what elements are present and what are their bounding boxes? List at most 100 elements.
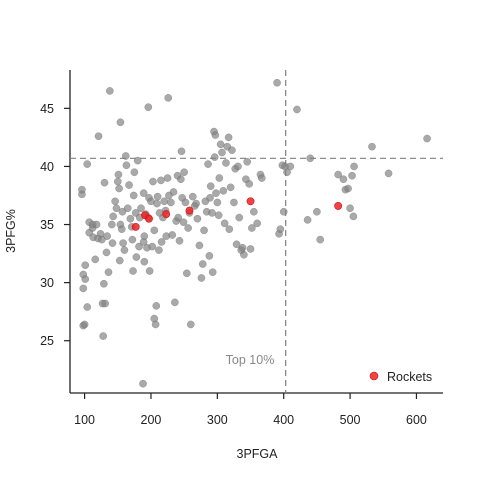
data-point — [243, 157, 252, 166]
data-point — [344, 184, 352, 193]
data-point — [208, 268, 217, 277]
data-point — [92, 220, 101, 229]
data-point — [273, 78, 281, 87]
x-tick-label: 500 — [340, 413, 361, 427]
data-point — [174, 213, 183, 222]
x-tick-label: 200 — [141, 413, 162, 427]
data-point — [211, 131, 220, 139]
data-point — [153, 192, 162, 201]
data-point — [116, 118, 125, 127]
data-point — [123, 204, 132, 213]
y-tick-label: 35 — [40, 218, 54, 232]
data-point — [148, 242, 157, 251]
data-point — [193, 214, 202, 223]
data-point — [213, 198, 222, 207]
data-point — [246, 245, 255, 253]
data-point — [126, 214, 135, 223]
data-point — [248, 224, 256, 232]
data-point — [210, 153, 219, 161]
data-point — [102, 248, 111, 257]
data-point — [107, 220, 116, 229]
data-point — [180, 168, 189, 177]
data-point — [257, 174, 266, 182]
data-point — [152, 302, 161, 310]
data-point — [348, 171, 356, 180]
data-point — [140, 232, 149, 240]
data-point — [80, 320, 89, 329]
data-point — [228, 146, 236, 155]
data-point — [164, 94, 173, 102]
data-point — [179, 218, 188, 227]
data-point — [171, 298, 179, 307]
legend-marker-rockets — [369, 371, 379, 381]
data-point — [225, 225, 234, 234]
data-point — [232, 240, 241, 249]
data-point — [198, 260, 207, 268]
axes — [69, 70, 443, 394]
data-point — [115, 184, 123, 193]
data-point — [91, 255, 100, 264]
data-point — [100, 178, 109, 187]
data-point — [349, 212, 358, 221]
data-point-rockets — [162, 210, 171, 218]
data-point — [94, 132, 103, 141]
data-point — [78, 185, 86, 194]
data-point — [133, 156, 142, 165]
data-point — [155, 246, 163, 254]
data-point — [121, 152, 130, 160]
data-point — [99, 332, 108, 340]
data-point — [125, 181, 133, 189]
data-point — [163, 174, 172, 182]
data-point — [238, 243, 247, 252]
data-point — [306, 154, 315, 163]
data-point — [240, 250, 248, 259]
data-point — [212, 189, 220, 198]
data-point — [313, 207, 321, 216]
data-point — [135, 242, 143, 251]
data-point — [101, 299, 110, 308]
data-point — [197, 274, 206, 282]
data-point — [226, 183, 235, 192]
data-point — [222, 159, 230, 167]
y-tick-label: 40 — [40, 160, 54, 174]
data-point — [129, 267, 137, 275]
data-point — [104, 268, 113, 277]
data-point — [139, 189, 148, 198]
data-point — [168, 231, 177, 239]
data-point — [293, 105, 301, 114]
data-point — [346, 204, 354, 213]
data-point — [219, 186, 228, 195]
data-point — [249, 207, 258, 216]
data-point — [81, 275, 90, 283]
data-point — [115, 256, 124, 265]
data-point — [206, 182, 215, 191]
y-axis-label: 3PFG% — [4, 209, 18, 253]
data-point — [215, 174, 224, 182]
data-point — [139, 379, 147, 388]
data-point — [113, 177, 122, 186]
data-point — [144, 103, 153, 112]
data-point — [151, 320, 160, 329]
data-point — [181, 198, 190, 207]
data-point — [245, 180, 254, 188]
data-point — [111, 197, 119, 206]
y-tick-label: 25 — [40, 334, 54, 348]
data-point — [118, 207, 127, 216]
data-point — [303, 216, 312, 224]
data-point — [83, 303, 92, 311]
data-point — [157, 176, 165, 185]
data-point — [204, 160, 212, 168]
data-point — [350, 162, 358, 171]
y-ticks: 25 30 35 40 45 — [40, 102, 70, 348]
x-tick-label: 100 — [74, 413, 95, 427]
data-point — [184, 224, 192, 232]
series-others — [78, 78, 431, 388]
data-point — [253, 219, 262, 228]
data-point — [283, 168, 291, 177]
data-point — [195, 241, 204, 250]
data-point — [128, 235, 137, 244]
data-point — [108, 239, 117, 247]
data-point — [192, 199, 200, 208]
data-point — [175, 236, 184, 245]
data-point — [276, 225, 285, 234]
